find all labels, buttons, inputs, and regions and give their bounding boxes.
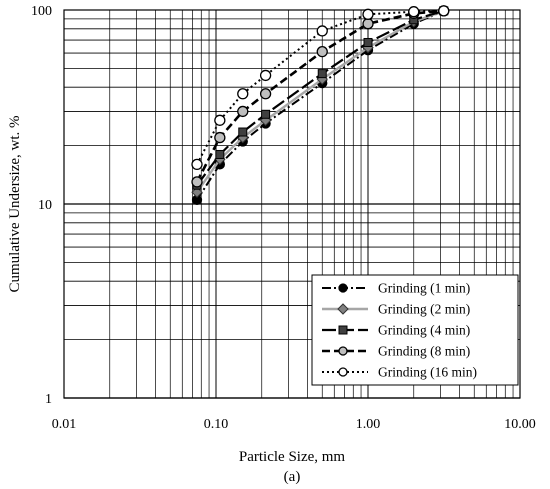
data-point [363, 37, 373, 47]
figure-caption: (a) [284, 469, 301, 485]
legend-label: Grinding (2 min) [378, 302, 470, 317]
series-layer [191, 5, 450, 206]
series-line [196, 9, 445, 186]
data-point [237, 88, 249, 100]
data-point [362, 8, 374, 20]
legend: Grinding (1 min) Grinding (2 min) Grinding… [311, 274, 519, 386]
x-tick-label: 0.01 [52, 417, 77, 432]
data-point [338, 283, 348, 293]
legend-box [311, 274, 519, 386]
x-tick-label: 10.00 [504, 417, 536, 432]
legend-entry: Grinding (8 min) [322, 344, 470, 359]
data-point [214, 114, 226, 126]
data-point [214, 131, 226, 144]
legend-entry: Grinding (1 min) [322, 281, 470, 296]
data-point [408, 6, 420, 18]
data-point [237, 105, 249, 118]
data-point [338, 346, 348, 356]
series-line [196, 9, 444, 165]
y-tick-label: 10 [38, 198, 52, 213]
data-point [316, 25, 328, 37]
legend-label: Grinding (16 min) [378, 365, 477, 380]
data-point [338, 367, 348, 377]
data-point [191, 158, 203, 171]
data-point [438, 5, 450, 17]
legend-entry: Grinding (4 min) [322, 323, 470, 338]
x-tick-label: 1.00 [356, 417, 381, 432]
data-point [338, 325, 348, 335]
legend-entry: Grinding (2 min) [322, 302, 470, 317]
x-axis-title: Particle Size, mm [239, 449, 346, 465]
plot-frame [63, 9, 521, 399]
data-point [316, 45, 328, 58]
data-point [238, 127, 248, 137]
legend-label: Grinding (1 min) [378, 281, 470, 296]
legend-entry: Grinding (16 min) [322, 365, 477, 380]
y-axis-title: Cumulative Undersize, wt. % [7, 115, 23, 292]
x-tick-label: 0.10 [204, 417, 229, 432]
data-point [337, 303, 349, 315]
data-point [191, 176, 203, 188]
y-tick-label: 1 [45, 392, 52, 407]
y-tick-labels: 1 10 100 [31, 4, 52, 407]
data-point [317, 69, 327, 79]
series-line [195, 9, 444, 183]
legend-label: Grinding (4 min) [378, 323, 470, 338]
data-point [261, 109, 271, 119]
data-point [215, 149, 225, 159]
data-point [362, 18, 374, 30]
x-tick-labels: 0.01 0.10 1.00 10.00 [52, 417, 536, 432]
data-point [259, 88, 272, 100]
series-5 [191, 5, 450, 171]
data-point [191, 186, 203, 198]
y-tick-label: 100 [31, 4, 52, 19]
data-point [259, 69, 272, 82]
series-line [196, 9, 445, 193]
legend-label: Grinding (8 min) [378, 344, 470, 359]
